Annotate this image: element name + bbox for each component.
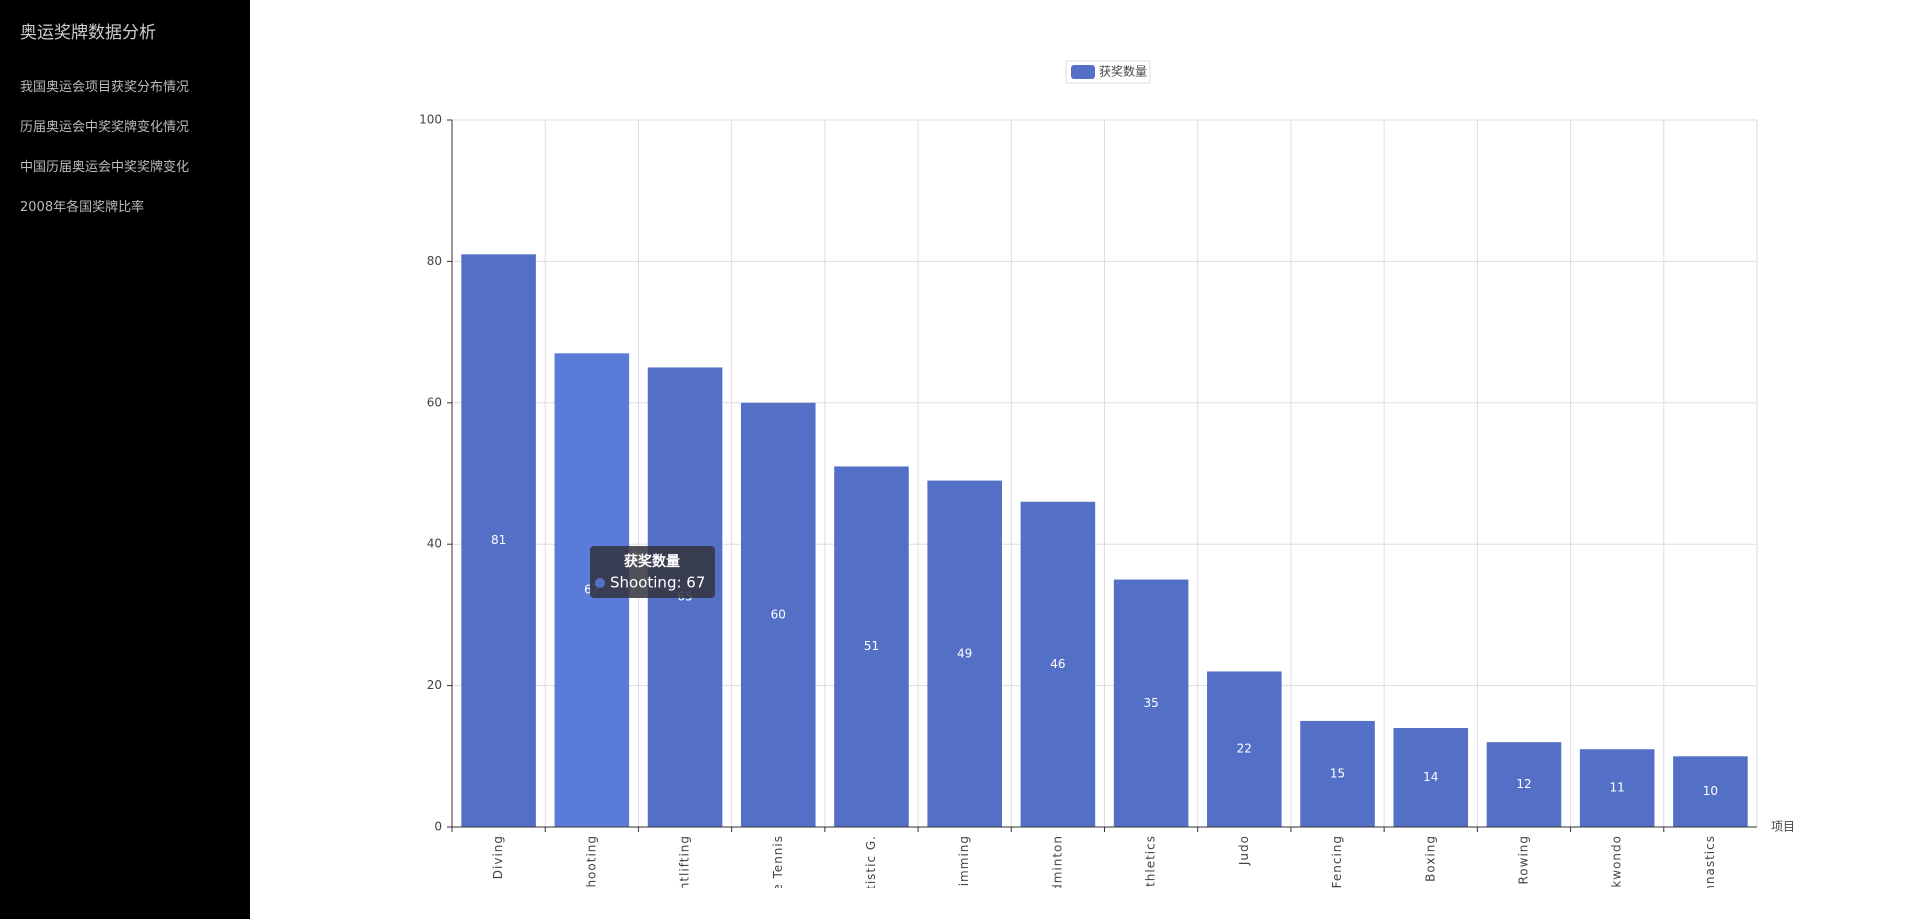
x-tick-label: Badminton [1050, 835, 1064, 909]
value-label: 15 [1330, 766, 1345, 780]
x-tick-label: Swimming [957, 835, 971, 906]
bar[interactable] [1673, 756, 1748, 827]
legend-label[interactable]: 获奖数量 [1099, 64, 1147, 79]
x-tick-label: Shooting [584, 835, 598, 896]
x-tick-label: Athletics [1144, 835, 1158, 896]
value-label: 49 [957, 646, 972, 660]
tooltip-title: 获奖数量 [624, 553, 680, 570]
value-label: 81 [491, 533, 506, 547]
x-tick-label: Boxing [1423, 835, 1437, 882]
value-label: 35 [1143, 696, 1158, 710]
value-label: 12 [1516, 777, 1531, 791]
bar[interactable] [1579, 749, 1655, 827]
x-tick-label: Gymnastics [1703, 835, 1717, 915]
bar[interactable] [834, 466, 909, 827]
x-tick-label: Artistic G. [864, 835, 878, 905]
y-tick-label: 20 [427, 678, 442, 692]
x-axis-name: 项目 [1771, 820, 1795, 834]
tooltip-dot [595, 578, 605, 588]
menu-item[interactable]: 历届奥运会中奖奖牌变化情况 [20, 120, 190, 135]
menu: 我国奥运会项目获奖分布情况 历届奥运会中奖奖牌变化情况 中国历届奥运会中奖奖牌变… [20, 76, 189, 236]
y-tick-label: 100 [419, 113, 442, 127]
bar[interactable] [1393, 728, 1469, 827]
x-tick-label: Fencing [1330, 835, 1344, 888]
value-label: 14 [1423, 770, 1438, 784]
bar[interactable] [740, 402, 816, 827]
bar[interactable] [1300, 720, 1375, 827]
x-tick-label: Table Tennis [771, 835, 785, 919]
x-tick-label: Diving [491, 835, 505, 879]
menu-item[interactable]: 2008年各国奖牌比率 [20, 200, 145, 215]
bar[interactable] [1486, 742, 1562, 827]
value-label: 22 [1237, 742, 1252, 756]
sidebar-title: 奥运奖牌数据分析 [20, 23, 156, 43]
y-tick-label: 60 [427, 395, 442, 409]
legend-swatch[interactable] [1071, 65, 1095, 79]
value-label: 11 [1610, 781, 1625, 795]
menu-item[interactable]: 我国奥运会项目获奖分布情况 [20, 80, 190, 95]
sidebar: 奥运奖牌数据分析 我国奥运会项目获奖分布情况 历届奥运会中奖奖牌变化情况 中国历… [0, 0, 250, 919]
value-label: 46 [1050, 657, 1065, 671]
bar[interactable] [927, 480, 1002, 827]
y-tick-label: 40 [427, 537, 442, 551]
value-label: 51 [864, 639, 879, 653]
x-tick-label: Rowing [1516, 835, 1530, 885]
menu-item[interactable]: 中国历届奥运会中奖奖牌变化 [20, 160, 190, 175]
value-label: 10 [1703, 784, 1718, 798]
bar[interactable] [1020, 501, 1096, 827]
tooltip-text: Shooting: 67 [610, 574, 705, 592]
tooltip [590, 546, 715, 598]
y-tick-label: 80 [427, 254, 442, 268]
x-tick-label: Taekwondo [1610, 835, 1624, 912]
legend-box [1065, 60, 1151, 84]
x-tick-label: Weightlifting [678, 835, 692, 919]
value-label: 60 [771, 607, 786, 621]
bar[interactable] [1207, 671, 1282, 827]
x-tick-label: Judo [1237, 835, 1251, 866]
y-tick-label: 0 [434, 820, 442, 834]
bar[interactable] [461, 254, 536, 827]
bar[interactable] [1113, 579, 1189, 827]
